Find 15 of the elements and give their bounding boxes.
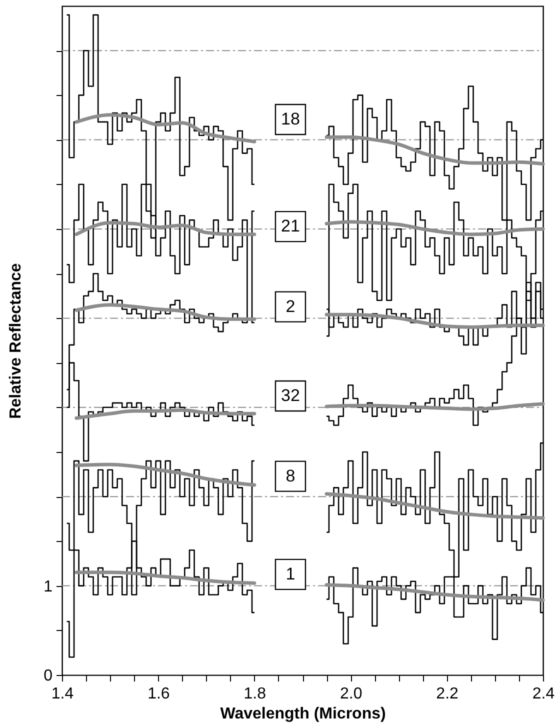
series-label: 2 bbox=[286, 296, 296, 316]
series-label: 32 bbox=[281, 386, 300, 406]
x-axis-title: Wavelength (Microns) bbox=[220, 706, 386, 722]
x-tick-label: 1.6 bbox=[148, 686, 170, 702]
y-tick-label: 0 bbox=[44, 668, 53, 684]
x-tick-label: 2.2 bbox=[436, 686, 459, 702]
y-axis-title: Relative Reflectance bbox=[8, 263, 25, 419]
x-tick-label: 1.8 bbox=[244, 686, 266, 702]
series-label: 21 bbox=[281, 216, 300, 236]
series-label: 18 bbox=[281, 110, 300, 129]
x-tick-label: 2.4 bbox=[532, 686, 555, 702]
x-tick-label: 1.4 bbox=[51, 686, 74, 702]
x-tick-label: 2.0 bbox=[340, 686, 362, 702]
series-label: 1 bbox=[286, 564, 296, 584]
series-label: 8 bbox=[286, 466, 296, 486]
